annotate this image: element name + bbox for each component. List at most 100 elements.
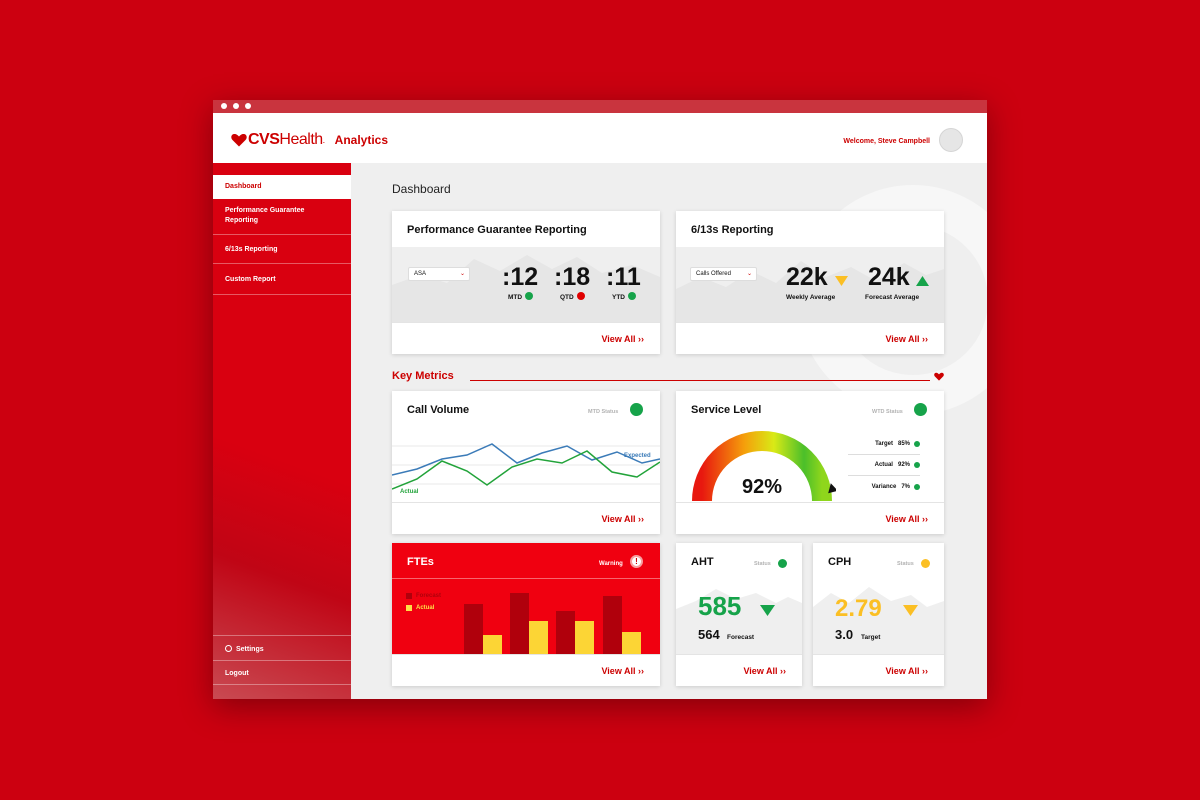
- 613s-select-value: Calls Offered: [696, 271, 731, 277]
- sl-actual-value: 92%: [897, 462, 910, 468]
- actual-legend-label: Actual: [416, 605, 435, 611]
- sl-target-row: Target 85%: [848, 441, 920, 447]
- cvs-health-logo[interactable]: CVS Health . Analytics: [231, 131, 388, 149]
- pg-mtd-value: :12: [502, 263, 539, 291]
- actual-swatch: [406, 605, 412, 611]
- 613s-view-all-link[interactable]: View All ››: [885, 334, 928, 344]
- window-close-dot[interactable]: [221, 103, 227, 109]
- sl-target-label: Target: [875, 441, 893, 447]
- call-volume-view-all-link[interactable]: View All ››: [601, 514, 644, 524]
- gauge-arc: [692, 431, 832, 502]
- ftes-divider: [392, 578, 660, 579]
- 613s-card-title: 6/13s Reporting: [691, 224, 774, 236]
- logo-mark: .: [322, 135, 326, 145]
- forecast-swatch: [406, 593, 412, 599]
- ftes-view-all-text: View All: [601, 666, 636, 676]
- pg-qtd-value: :18: [554, 263, 591, 291]
- call-volume-title: Call Volume: [407, 404, 470, 416]
- ftes-actual-bar: [529, 621, 548, 654]
- triangle-down-icon: [903, 605, 918, 616]
- ftes-legend-actual: Actual: [406, 605, 441, 611]
- aht-status-label: Status: [754, 561, 771, 567]
- service-level-value: 92%: [742, 476, 782, 498]
- 613s-metric-select[interactable]: Calls Offered ⌄: [690, 267, 757, 281]
- aht-body: 585 564 Forecast: [676, 579, 802, 654]
- service-level-gauge: 92%: [692, 431, 836, 502]
- service-level-view-all-link[interactable]: View All ››: [885, 514, 928, 524]
- ftes-card: FTEs Warning ! Forecast Actual View Al: [392, 543, 660, 686]
- service-level-card: Service Level WTD Status 92% Target 85% …: [676, 391, 944, 534]
- product-name: Analytics: [334, 133, 389, 147]
- pg-select-value: ASA: [414, 271, 427, 277]
- sidebar-item-custom-report[interactable]: Custom Report: [213, 264, 351, 295]
- double-chevron-right-icon: ››: [922, 666, 928, 676]
- sl-variance-label: Variance: [871, 484, 897, 490]
- service-level-view-all-text: View All: [885, 514, 920, 524]
- pg-view-all-link[interactable]: View All ››: [601, 334, 644, 344]
- ftes-legend-forecast: Forecast: [406, 593, 441, 599]
- pg-ytd-value: :11: [606, 263, 641, 291]
- cph-title: CPH: [828, 556, 852, 568]
- double-chevron-right-icon: ››: [922, 514, 928, 524]
- sidebar-item-613s-reporting[interactable]: 6/13s Reporting: [213, 235, 351, 264]
- triangle-up-icon: [916, 276, 929, 286]
- ftes-footer: View All ››: [392, 654, 660, 686]
- double-chevron-right-icon: ››: [638, 514, 644, 524]
- aht-view-all-text: View All: [743, 666, 778, 676]
- sidebar-settings[interactable]: Settings: [213, 635, 351, 660]
- ftes-forecast-bar: [603, 596, 622, 654]
- cph-view-all-link[interactable]: View All ››: [885, 666, 928, 676]
- ftes-forecast-bar: [556, 611, 575, 654]
- settings-label: Settings: [236, 646, 264, 653]
- double-chevron-right-icon: ››: [922, 334, 928, 344]
- double-chevron-right-icon: ››: [780, 666, 786, 676]
- sidebar: Dashboard Performance Guarantee Reportin…: [213, 163, 351, 699]
- ftes-actual-bar: [622, 632, 641, 654]
- cph-value: 2.79: [835, 595, 882, 622]
- 613s-card-body: Calls Offered ⌄ 22k Weekly Average 24k F…: [676, 247, 944, 322]
- call-volume-status-label: MTD Status: [588, 409, 619, 415]
- cph-view-all-text: View All: [885, 666, 920, 676]
- pg-ytd-label-text: YTD: [612, 294, 625, 301]
- sl-variance-value: 7%: [901, 484, 910, 490]
- exclamation-icon[interactable]: !: [630, 555, 643, 568]
- ftes-forecast-bar: [510, 593, 529, 654]
- pg-qtd-label-text: QTD: [560, 294, 574, 301]
- 613s-forecast-value: 24k: [868, 263, 910, 291]
- key-metrics-divider: [470, 380, 930, 381]
- sidebar-top-strip: [213, 163, 351, 175]
- pg-qtd-label: QTD: [560, 292, 585, 301]
- cph-target-value: 3.0: [835, 627, 854, 642]
- call-volume-view-all-text: View All: [601, 514, 636, 524]
- window-minimize-dot[interactable]: [233, 103, 239, 109]
- sl-variance-row: Variance 7%: [848, 484, 920, 490]
- ftes-legend: Forecast Actual: [406, 593, 441, 611]
- expected-series-label: Expected: [624, 453, 651, 459]
- logo-health-text: Health: [279, 131, 323, 148]
- cph-background-shape: [813, 587, 944, 654]
- call-volume-status-dot: [630, 403, 643, 416]
- pg-card-title: Performance Guarantee Reporting: [407, 224, 587, 236]
- sl-target-value: 85%: [897, 441, 910, 447]
- app-header: CVS Health . Analytics Welcome, Steve Ca…: [213, 113, 987, 163]
- sidebar-logout[interactable]: Logout: [213, 660, 351, 685]
- aht-view-all-link[interactable]: View All ››: [743, 666, 786, 676]
- pg-metric-select[interactable]: ASA ⌄: [408, 267, 470, 281]
- sl-variance-dot: [914, 484, 920, 490]
- actual-series-label: Actual: [400, 489, 419, 495]
- sl-actual-row: Actual 92%: [848, 462, 920, 468]
- ftes-view-all-link[interactable]: View All ››: [601, 666, 644, 676]
- sl-actual-dot: [914, 462, 920, 468]
- service-level-title: Service Level: [691, 404, 762, 416]
- sidebar-item-dashboard[interactable]: Dashboard: [213, 175, 351, 199]
- 613s-view-all-text: View All: [885, 334, 920, 344]
- sl-target-dot: [914, 441, 920, 447]
- window-maximize-dot[interactable]: [245, 103, 251, 109]
- forecast-legend-label: Forecast: [416, 593, 442, 599]
- ftes-warning-label: Warning: [599, 561, 623, 567]
- cph-target-label: Target: [861, 634, 881, 641]
- sidebar-item-performance-guarantee[interactable]: Performance Guarantee Reporting: [213, 199, 351, 235]
- pg-reporting-card: Performance Guarantee Reporting ASA ⌄ :1…: [392, 211, 660, 354]
- user-avatar[interactable]: [939, 128, 963, 152]
- call-volume-footer: View All ››: [392, 502, 660, 534]
